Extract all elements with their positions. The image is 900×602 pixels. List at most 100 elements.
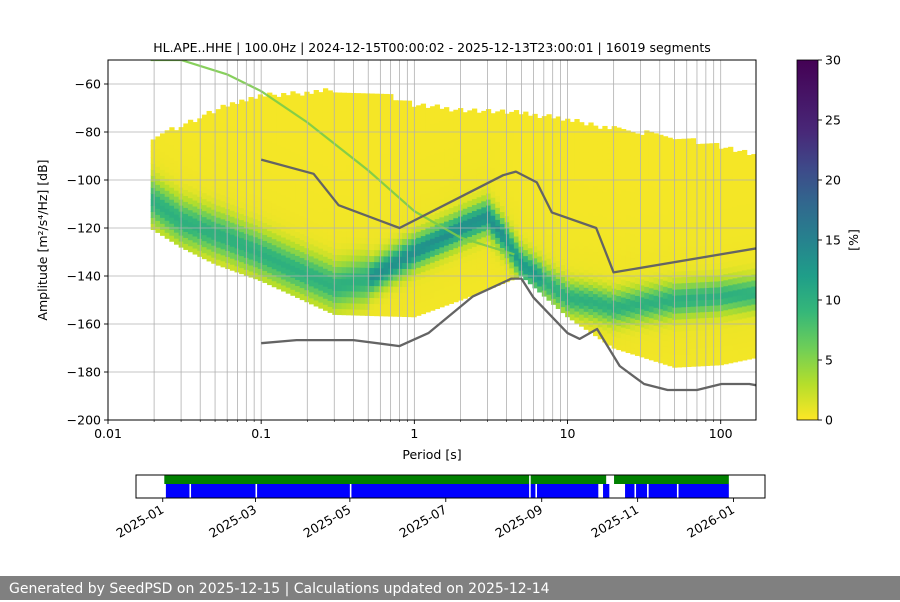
psd-cell xyxy=(462,148,468,155)
psd-cell xyxy=(714,275,720,282)
psd-cell xyxy=(523,237,529,245)
psd-cell xyxy=(523,135,529,143)
psd-cell xyxy=(504,119,510,127)
psd-cell xyxy=(653,259,659,266)
psd-cell xyxy=(416,153,422,160)
psd-cell xyxy=(467,170,473,177)
psd-cell xyxy=(183,237,189,244)
psd-cell xyxy=(467,152,473,159)
psd-cell xyxy=(406,256,413,264)
noise-model-curves xyxy=(260,158,756,392)
psd-cell xyxy=(546,240,552,247)
psd-cell xyxy=(164,166,170,173)
psd-cell xyxy=(397,238,403,245)
psd-cell xyxy=(625,304,631,312)
psd-cell xyxy=(690,258,697,265)
psd-cell xyxy=(397,124,403,131)
psd-cell xyxy=(485,199,492,206)
psd-cell xyxy=(714,257,720,264)
psd-cell xyxy=(653,151,659,158)
psd-cell xyxy=(295,183,301,190)
psd-cell xyxy=(383,309,389,317)
psd-cell xyxy=(579,146,585,153)
psd-cell xyxy=(607,183,613,190)
psd-cell xyxy=(644,214,650,221)
colorbar-tick-label: 25 xyxy=(825,113,841,128)
psd-cell xyxy=(704,227,711,235)
psd-cell xyxy=(658,314,664,322)
psd-cell xyxy=(742,329,748,337)
psd-cell xyxy=(700,203,706,211)
psd-cell xyxy=(383,261,389,269)
psd-cell xyxy=(402,256,408,263)
psd-cell xyxy=(462,112,468,119)
psd-cell xyxy=(374,183,380,191)
psd-cell xyxy=(378,297,385,305)
psd-cell xyxy=(225,190,231,198)
psd-cell xyxy=(299,131,305,139)
psd-cell xyxy=(490,179,496,186)
colorbar-tick-label: 20 xyxy=(825,173,841,188)
psd-cell xyxy=(406,112,413,120)
psd-cell xyxy=(481,212,487,220)
psd-cell xyxy=(737,186,743,194)
psd-cell xyxy=(490,137,496,144)
psd-cell xyxy=(364,159,371,166)
psd-cell xyxy=(215,223,222,230)
psd-cell xyxy=(434,152,440,160)
psd-cell xyxy=(476,148,482,156)
psd-cell xyxy=(630,311,636,319)
psd-cell xyxy=(290,163,296,170)
psd-cell xyxy=(220,242,226,250)
psd-cell xyxy=(607,255,613,262)
psd-cell xyxy=(471,132,478,140)
psd-cell xyxy=(560,162,566,170)
psd-cell xyxy=(453,109,459,117)
psd-cell xyxy=(541,200,548,207)
psd-cell xyxy=(313,186,319,193)
psd-cell xyxy=(709,347,715,354)
psd-cell xyxy=(406,190,413,198)
psd-cell xyxy=(644,172,650,179)
psd-cell xyxy=(425,269,431,277)
psd-cell xyxy=(695,269,701,277)
psd-cell xyxy=(718,298,725,306)
psd-cell xyxy=(607,339,613,346)
psd-cell xyxy=(276,102,282,110)
psd-cell xyxy=(700,353,706,361)
psd-cell xyxy=(360,147,366,154)
psd-cell xyxy=(406,142,413,150)
psd-cell xyxy=(322,268,329,275)
psd-cell xyxy=(341,278,347,286)
psd-cell xyxy=(341,230,347,238)
psd-cell xyxy=(546,192,552,199)
psd-cell xyxy=(648,239,655,247)
psd-cell xyxy=(611,312,617,319)
psd-cell xyxy=(229,192,236,199)
psd-cell xyxy=(546,234,552,241)
psd-cell xyxy=(164,196,170,203)
psd-cell xyxy=(164,208,170,215)
psd-cell xyxy=(709,323,715,330)
psd-cell xyxy=(406,238,413,246)
psd-cell xyxy=(439,192,445,200)
psd-cell xyxy=(355,261,361,268)
psd-cell xyxy=(378,237,385,245)
psd-cell xyxy=(690,198,697,205)
psd-cell xyxy=(653,193,659,200)
psd-cell xyxy=(262,252,268,259)
psd-cell xyxy=(430,262,436,269)
psd-cell xyxy=(453,133,459,141)
psd-cell xyxy=(271,256,278,264)
psd-cell xyxy=(723,153,729,161)
psd-cell xyxy=(746,239,752,246)
psd-cell xyxy=(406,268,413,276)
psd-cell xyxy=(644,274,650,281)
psd-cell xyxy=(607,195,613,202)
psd-cell xyxy=(281,135,287,142)
psd-cell xyxy=(239,189,245,197)
psd-cell xyxy=(402,100,408,107)
psd-cell xyxy=(602,239,608,247)
psd-cell xyxy=(322,148,329,155)
nlnm-curve xyxy=(261,277,756,392)
